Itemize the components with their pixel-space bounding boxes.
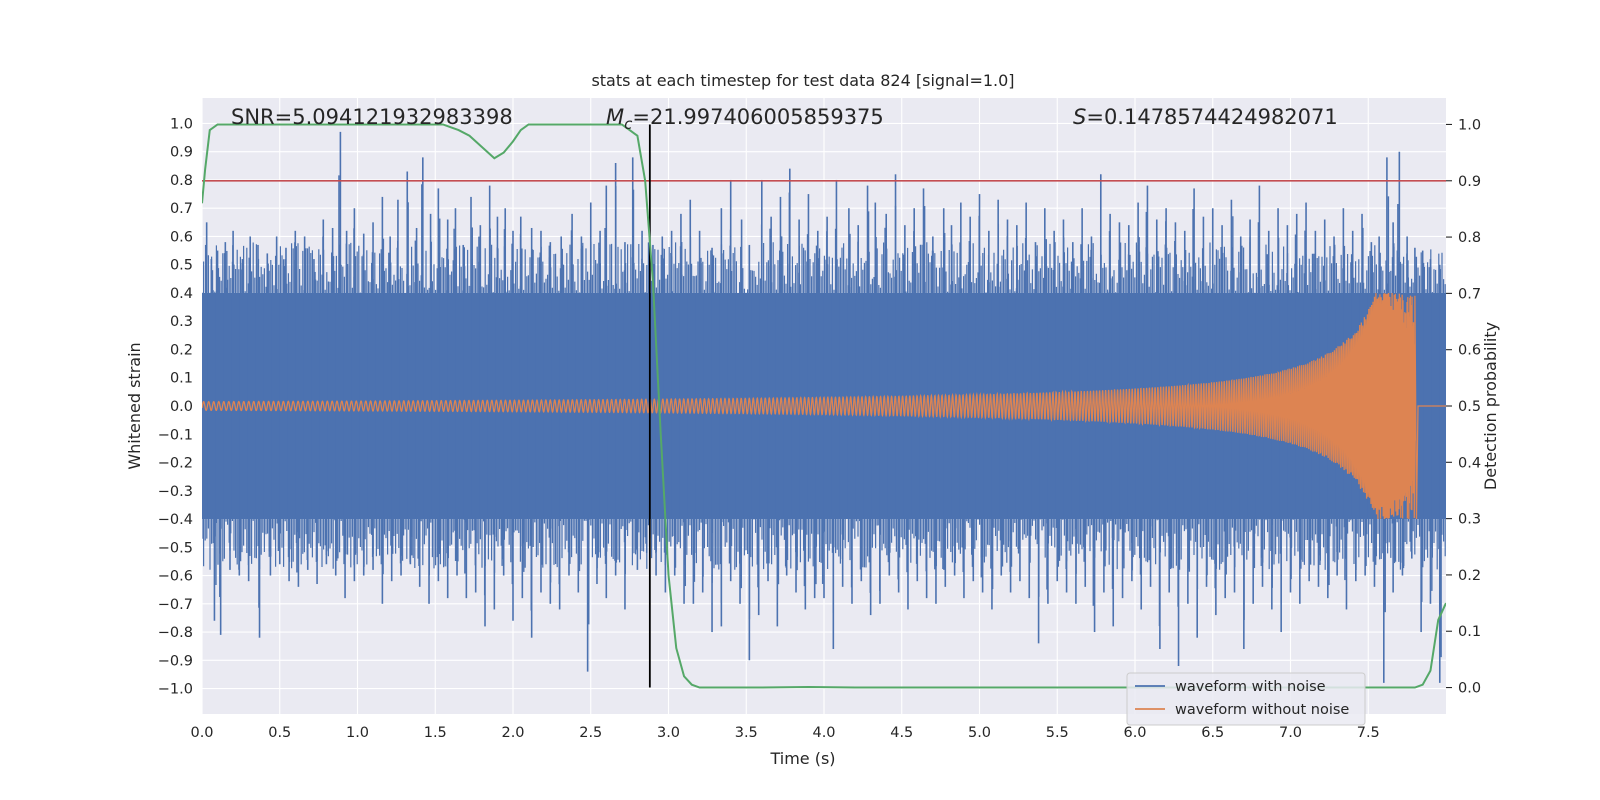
y2-tick-label: 0.3 — [1458, 512, 1481, 528]
y2-axis-ticks: 1.0 0.9 0.8 0.7 0.6 0.5 0.4 0.3 0.2 0.1 0.0 — [1446, 117, 1481, 697]
y-tick-label: −0.6 — [158, 569, 193, 585]
x-tick-label: 0.5 — [268, 725, 291, 741]
y-tick-label: 0.1 — [170, 371, 193, 387]
y-tick-label: 0.5 — [170, 258, 193, 274]
y-tick-label: 0.4 — [170, 286, 193, 302]
x-tick-label: 1.0 — [346, 725, 369, 741]
chirp-line — [202, 292, 1446, 520]
x-tick-label: 5.5 — [1046, 725, 1069, 741]
snr-annotation: SNR=5.094121932983398 — [231, 105, 513, 129]
series-waveform-without-noise — [202, 292, 1446, 520]
s-annotation: S=0.1478574424982071 — [1073, 105, 1338, 129]
y2-tick-label: 0.1 — [1458, 624, 1481, 640]
y-tick-label: 0.9 — [170, 145, 193, 161]
y2-tick-label: 0.4 — [1458, 455, 1481, 471]
chirp-mass-subscript: c — [624, 115, 633, 133]
y2-tick-label: 1.0 — [1458, 117, 1481, 133]
y2-tick-label: 0.2 — [1458, 568, 1481, 584]
x-tick-label: 7.0 — [1279, 725, 1302, 741]
y-tick-label: 0.0 — [170, 399, 193, 415]
x-tick-label: 3.0 — [657, 725, 680, 741]
y-axis-ticks: 1.0 0.9 0.8 0.7 0.6 0.5 0.4 0.3 0.2 0.1 0.0 −0.1 −0.… — [158, 116, 193, 697]
legend-box — [1126, 672, 1366, 726]
y-tick-label: −0.3 — [158, 484, 193, 500]
y2-tick-label: 0.6 — [1458, 343, 1481, 359]
y-tick-label: 1.0 — [170, 116, 193, 132]
y2-tick-label: 0.8 — [1458, 230, 1481, 246]
y-tick-label: −0.7 — [158, 597, 193, 613]
chart-title: stats at each timestep for test data 824… — [591, 71, 1014, 90]
x-tick-label: 5.0 — [968, 725, 991, 741]
x-tick-label: 2.5 — [579, 725, 602, 741]
x-tick-label: 4.5 — [890, 725, 913, 741]
y-tick-label: 0.8 — [170, 173, 193, 189]
s-value: =0.1478574424982071 — [1086, 105, 1337, 129]
plot-content — [202, 123, 1446, 689]
chirp-mass-annotation: Mc=21.997406005859375 — [606, 105, 884, 133]
y-tick-label: −0.2 — [158, 456, 193, 472]
s-symbol: S — [1073, 105, 1086, 129]
y2-axis-title: Detection probability — [1481, 322, 1500, 490]
y-tick-label: 0.7 — [170, 201, 193, 217]
y-tick-label: −1.0 — [158, 682, 193, 698]
y2-tick-label: 0.7 — [1458, 286, 1481, 302]
legend: waveform with noise waveform without noi… — [1126, 672, 1366, 726]
y-tick-label: 0.2 — [170, 342, 193, 358]
x-tick-label: 0.0 — [190, 725, 213, 741]
x-tick-label: 7.5 — [1357, 725, 1380, 741]
x-axis-title: Time (s) — [769, 749, 835, 768]
x-tick-label: 6.0 — [1123, 725, 1146, 741]
chirp-mass-value: =21.997406005859375 — [632, 105, 883, 129]
chirp-mass-symbol: M — [606, 105, 624, 129]
y-tick-label: 0.3 — [170, 314, 193, 330]
x-tick-label: 4.0 — [812, 725, 835, 741]
legend-label-clean: waveform without noise — [1175, 702, 1349, 718]
y2-tick-label: 0.0 — [1458, 681, 1481, 697]
x-tick-label: 6.5 — [1201, 725, 1224, 741]
legend-label-noise: waveform with noise — [1175, 679, 1326, 695]
x-axis-ticks: 0.0 0.5 1.0 1.5 2.0 2.5 3.0 3.5 4.0 4.5 5.0 5.5 6.0 6… — [190, 725, 1379, 741]
x-tick-label: 2.0 — [501, 725, 524, 741]
y-tick-label: −0.9 — [158, 653, 193, 669]
y-tick-label: 0.6 — [170, 229, 193, 245]
y2-tick-label: 0.5 — [1458, 399, 1481, 415]
y-axis-title: Whitened strain — [125, 342, 144, 469]
y-tick-label: −0.4 — [158, 512, 193, 528]
y2-tick-label: 0.9 — [1458, 174, 1481, 190]
y-tick-label: −0.1 — [158, 427, 193, 443]
y-tick-label: −0.5 — [158, 540, 193, 556]
y-tick-label: −0.8 — [158, 625, 193, 641]
x-tick-label: 3.5 — [735, 725, 758, 741]
x-tick-label: 1.5 — [424, 725, 447, 741]
